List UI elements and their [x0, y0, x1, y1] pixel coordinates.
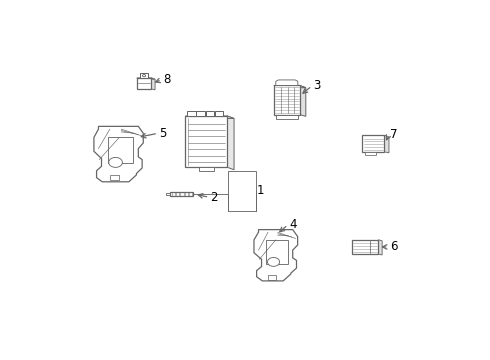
- Polygon shape: [227, 116, 234, 170]
- Text: 3: 3: [313, 79, 320, 92]
- Polygon shape: [185, 116, 234, 118]
- Circle shape: [143, 75, 146, 77]
- Bar: [166, 193, 170, 195]
- Text: 6: 6: [390, 240, 397, 253]
- Text: 7: 7: [390, 128, 397, 141]
- Polygon shape: [151, 78, 155, 90]
- Bar: [268, 275, 276, 279]
- Bar: [180, 193, 184, 195]
- Polygon shape: [94, 126, 143, 182]
- Polygon shape: [137, 78, 155, 79]
- Polygon shape: [378, 240, 382, 255]
- Bar: [196, 111, 205, 116]
- Polygon shape: [274, 85, 306, 88]
- Bar: [172, 193, 175, 195]
- Text: 2: 2: [211, 191, 218, 204]
- Bar: [363, 135, 385, 152]
- Bar: [352, 240, 378, 254]
- Bar: [110, 175, 120, 180]
- Bar: [206, 111, 214, 116]
- Text: 5: 5: [159, 126, 167, 140]
- Bar: [274, 85, 300, 114]
- Bar: [185, 116, 227, 167]
- Bar: [276, 114, 298, 119]
- Text: 4: 4: [289, 218, 296, 231]
- Text: 1: 1: [257, 184, 264, 197]
- Bar: [215, 111, 223, 116]
- Circle shape: [109, 157, 122, 167]
- Bar: [189, 193, 192, 195]
- Bar: [199, 167, 214, 171]
- Polygon shape: [300, 85, 306, 116]
- Bar: [140, 73, 148, 78]
- Bar: [137, 78, 151, 89]
- Text: 8: 8: [163, 73, 171, 86]
- Bar: [170, 192, 194, 196]
- Circle shape: [268, 257, 280, 266]
- Bar: [228, 171, 256, 211]
- Polygon shape: [276, 80, 298, 85]
- Bar: [365, 152, 376, 155]
- Bar: [108, 137, 133, 163]
- Polygon shape: [254, 230, 297, 281]
- Bar: [185, 193, 188, 195]
- Polygon shape: [385, 135, 389, 153]
- Bar: [176, 193, 179, 195]
- Bar: [187, 111, 196, 116]
- Bar: [266, 240, 288, 264]
